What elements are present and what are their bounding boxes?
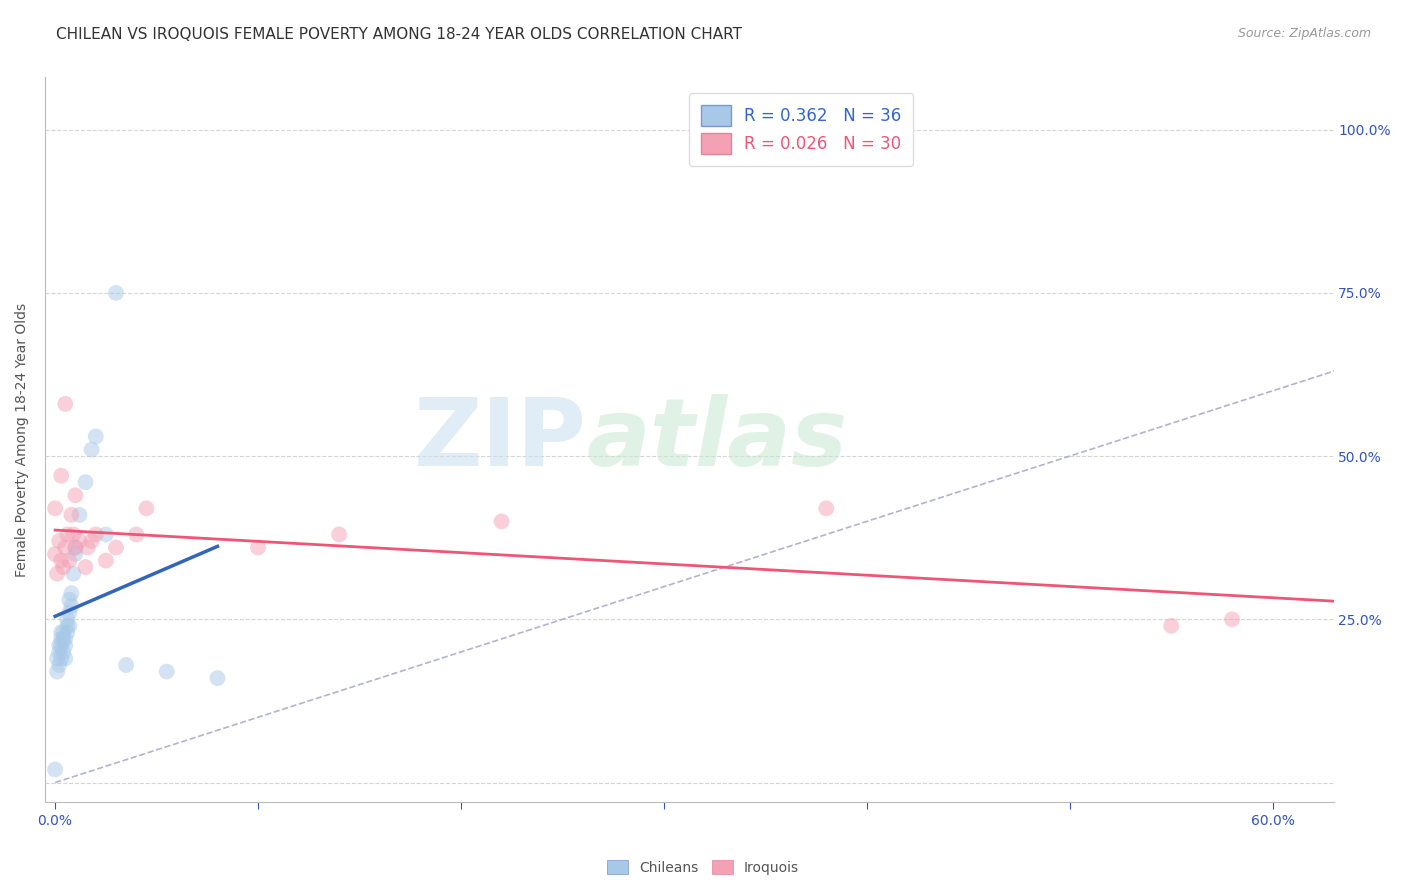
Point xyxy=(84,429,107,443)
Y-axis label: Female Poverty Among 18-24 Year Olds: Female Poverty Among 18-24 Year Olds xyxy=(15,302,30,577)
Point xyxy=(56,527,79,541)
Point xyxy=(65,547,87,561)
Point xyxy=(53,651,76,665)
Point xyxy=(46,651,69,665)
Point xyxy=(48,533,70,548)
Point xyxy=(60,599,83,614)
Point xyxy=(76,541,98,555)
Point xyxy=(94,553,117,567)
Text: CHILEAN VS IROQUOIS FEMALE POVERTY AMONG 18-24 YEAR OLDS CORRELATION CHART: CHILEAN VS IROQUOIS FEMALE POVERTY AMONG… xyxy=(56,27,742,42)
Point xyxy=(1160,619,1182,633)
Point xyxy=(52,645,75,659)
Point xyxy=(46,566,69,581)
Point xyxy=(56,625,79,640)
Point xyxy=(51,651,73,665)
Point xyxy=(51,632,73,646)
Text: Source: ZipAtlas.com: Source: ZipAtlas.com xyxy=(1237,27,1371,40)
Point xyxy=(104,541,127,555)
Point xyxy=(69,533,91,548)
Point xyxy=(815,501,838,516)
Point xyxy=(80,442,103,457)
Point xyxy=(125,527,148,541)
Point xyxy=(491,515,513,529)
Legend: R = 0.362   N = 36, R = 0.026   N = 30: R = 0.362 N = 36, R = 0.026 N = 30 xyxy=(689,93,912,166)
Point xyxy=(53,397,76,411)
Point xyxy=(58,592,80,607)
Point xyxy=(53,632,76,646)
Legend: Chileans, Iroquois: Chileans, Iroquois xyxy=(602,855,804,880)
Point xyxy=(53,541,76,555)
Point xyxy=(58,619,80,633)
Point xyxy=(51,625,73,640)
Point xyxy=(48,645,70,659)
Point xyxy=(62,527,84,541)
Point xyxy=(65,541,87,555)
Point xyxy=(52,625,75,640)
Point xyxy=(94,527,117,541)
Point xyxy=(65,488,87,502)
Point xyxy=(247,541,270,555)
Point xyxy=(46,665,69,679)
Point xyxy=(48,658,70,673)
Point xyxy=(44,763,66,777)
Point xyxy=(75,475,97,490)
Point xyxy=(53,639,76,653)
Point xyxy=(51,553,73,567)
Point xyxy=(48,639,70,653)
Point xyxy=(51,639,73,653)
Point xyxy=(44,501,66,516)
Point xyxy=(44,547,66,561)
Point xyxy=(52,632,75,646)
Point xyxy=(52,560,75,574)
Point xyxy=(207,671,229,685)
Point xyxy=(69,508,91,522)
Point xyxy=(51,468,73,483)
Point xyxy=(115,658,138,673)
Text: ZIP: ZIP xyxy=(413,393,586,486)
Point xyxy=(80,533,103,548)
Point xyxy=(60,508,83,522)
Text: atlas: atlas xyxy=(586,393,848,486)
Point xyxy=(104,285,127,300)
Point xyxy=(135,501,157,516)
Point xyxy=(65,541,87,555)
Point xyxy=(84,527,107,541)
Point xyxy=(1220,612,1243,626)
Point xyxy=(328,527,350,541)
Point xyxy=(56,612,79,626)
Point xyxy=(156,665,179,679)
Point xyxy=(56,619,79,633)
Point xyxy=(75,560,97,574)
Point xyxy=(58,606,80,620)
Point xyxy=(58,553,80,567)
Point xyxy=(60,586,83,600)
Point xyxy=(62,566,84,581)
